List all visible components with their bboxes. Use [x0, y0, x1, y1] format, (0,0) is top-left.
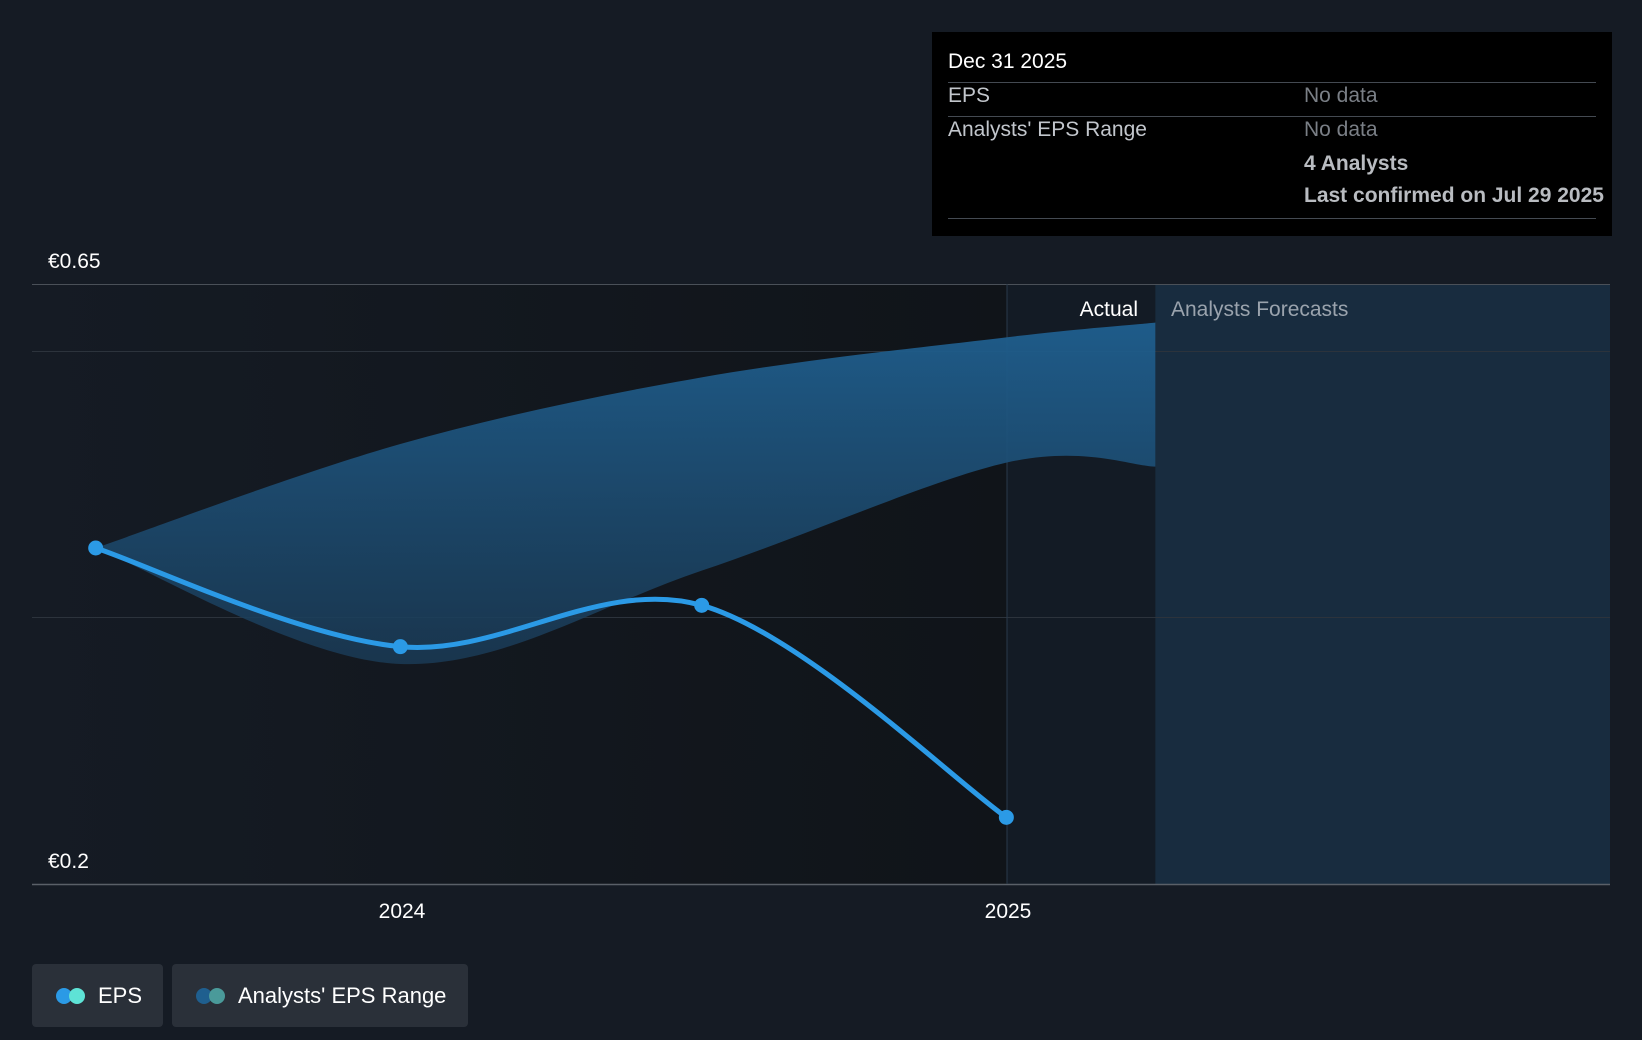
- legend-eps-label: EPS: [98, 982, 143, 1008]
- tooltip-range-value: No data: [1304, 118, 1378, 141]
- tooltip-eps-label: EPS: [948, 84, 991, 107]
- eps-data-point[interactable]: [392, 639, 408, 655]
- tooltip-eps-value: No data: [1304, 84, 1378, 107]
- x-tick-label-2025: 2025: [985, 900, 1032, 923]
- eps-line: [93, 545, 1009, 820]
- actual-label: Actual: [1080, 298, 1138, 321]
- x-tick-label-2024: 2024: [379, 900, 426, 923]
- legend-eps-range[interactable]: Analysts' EPS Range: [172, 964, 468, 1027]
- tooltip-analysts: 4 Analysts: [1304, 152, 1409, 175]
- eps-range-legend-icon: [196, 987, 226, 1004]
- eps-range-area: [95, 322, 1156, 665]
- y-min-label: €0.2: [48, 850, 89, 873]
- eps-legend-icon: [56, 987, 86, 1004]
- tooltip-divider: [948, 116, 1596, 117]
- tooltip-panel: Dec 31 2025 EPS No data Analysts' EPS Ra…: [932, 32, 1612, 236]
- y-max-label: €0.65: [48, 250, 101, 273]
- forecast-region: [1155, 284, 1610, 884]
- tooltip-divider: [948, 218, 1596, 219]
- legend-eps-range-label: Analysts' EPS Range: [238, 982, 447, 1008]
- tooltip-divider: [948, 82, 1596, 83]
- legend-eps[interactable]: EPS: [32, 964, 163, 1027]
- tooltip-confirmed: Last confirmed on Jul 29 2025: [1304, 184, 1604, 207]
- forecast-label: Analysts Forecasts: [1171, 298, 1348, 321]
- eps-data-point[interactable]: [998, 809, 1014, 825]
- tooltip-range-label: Analysts' EPS Range: [948, 118, 1147, 141]
- tooltip-date: Dec 31 2025: [948, 50, 1068, 73]
- eps-data-point[interactable]: [694, 597, 710, 613]
- eps-data-point[interactable]: [88, 540, 104, 556]
